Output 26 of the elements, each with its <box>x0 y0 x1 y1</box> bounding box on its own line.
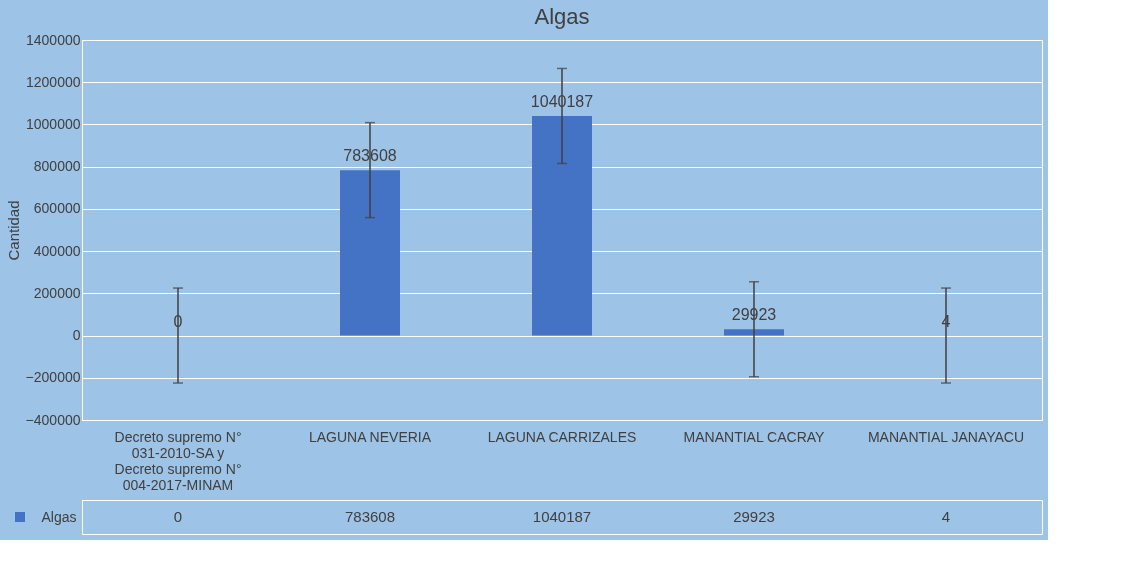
y-tick-label: 800000 <box>33 158 81 175</box>
y-tick-label: 0 <box>72 327 81 344</box>
x-tick-label: MANANTIAL JANAYACU <box>867 428 1025 445</box>
data-label: 4 <box>941 508 951 525</box>
y-tick-label: 200000 <box>33 284 81 301</box>
y-tick-label: 1200000 <box>25 73 81 90</box>
data-label: 783608 <box>344 508 396 525</box>
legend-label: Algas <box>41 508 77 525</box>
bar <box>724 329 784 336</box>
x-tick-label: LAGUNA CARRIZALES <box>487 428 637 445</box>
chart-title: Algas <box>534 4 590 29</box>
data-label: 0 <box>173 508 183 525</box>
x-tick-label: MANANTIAL CACRAY <box>683 428 826 445</box>
bar <box>340 170 400 336</box>
data-label: 1040187 <box>532 508 592 525</box>
y-tick-label: 1000000 <box>25 115 81 132</box>
y-tick-label: −400000 <box>25 411 81 428</box>
bar <box>532 115 592 336</box>
data-label: 29923 <box>733 508 775 525</box>
y-tick-label: −200000 <box>25 369 81 386</box>
x-tick-label: Decreto supremo N° 031-2010-SA y Decreto supremo N° 004-2017-MINAM <box>114 428 242 493</box>
y-tick-label: 1400000 <box>25 31 81 48</box>
x-tick-label: LAGUNA NEVERIA <box>308 428 432 445</box>
y-axis-title: Cantidad <box>4 200 22 261</box>
y-tick-label: 600000 <box>33 200 81 217</box>
y-tick-label: 400000 <box>33 242 81 259</box>
